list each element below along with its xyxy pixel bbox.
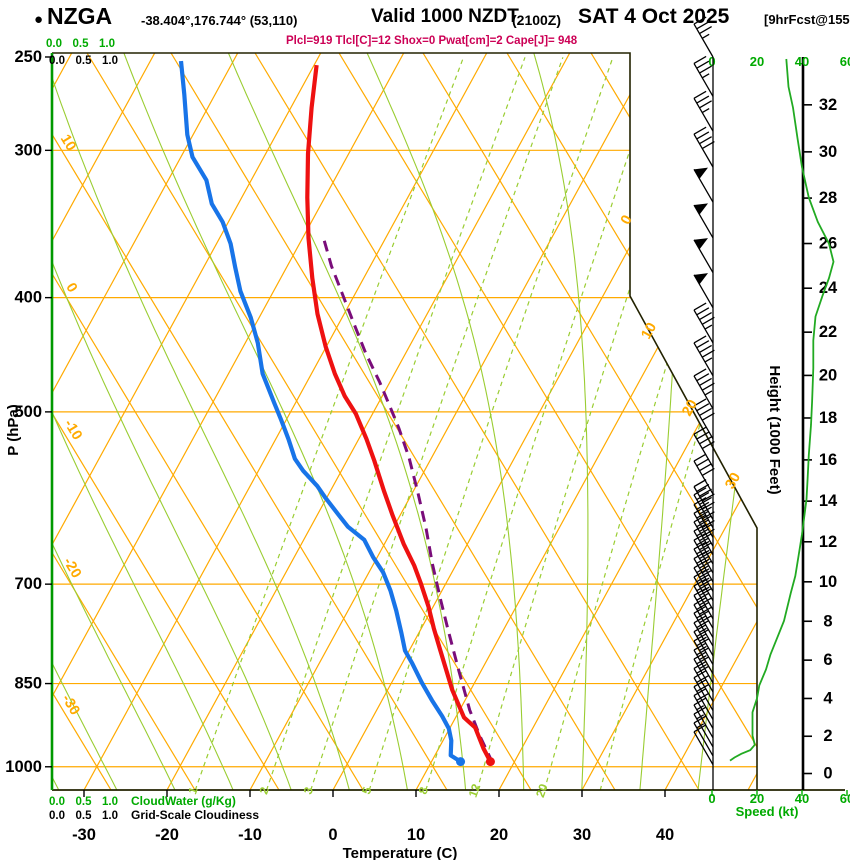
pressure-tick-label: 400 <box>14 289 42 307</box>
height-tick-label: 0 <box>823 765 832 783</box>
valid-time: Valid 1000 NZDT <box>371 6 519 27</box>
station-bullet-icon: ● <box>34 11 44 28</box>
temperature-axis-title: Temperature (C) <box>343 845 458 860</box>
wind-speed-axis: 00202040406060Speed (kt) <box>708 54 850 819</box>
sounding-indices: Plcl=919 Tlcl[C]=12 Shox=0 Pwat[cm]=2 Ca… <box>286 35 578 47</box>
mixing-ratio-label: 2 <box>256 785 272 796</box>
cloudiness-bottom-tick: 0.5 <box>76 810 93 822</box>
pressure-tick-label: 250 <box>14 48 42 66</box>
dry-adiabat-label: 10 <box>57 132 79 154</box>
speed-top-tick: 20 <box>750 54 764 69</box>
plot-area <box>52 53 757 790</box>
cloudiness-top-tick: 0.0 <box>49 55 65 67</box>
height-tick-label: 10 <box>819 573 837 591</box>
mixing-ratio-label: 8 <box>416 785 432 796</box>
height-tick-label: 20 <box>819 366 837 384</box>
dry-adiabat-lines <box>52 53 757 790</box>
valid-date: SAT 4 Oct 2025 <box>578 5 730 28</box>
speed-bottom-tick: 0 <box>708 791 715 806</box>
speed-top-tick: 60 <box>840 54 850 69</box>
height-tick-label: 8 <box>823 612 832 630</box>
isotherm-lines <box>52 53 757 790</box>
temperature-axis: -30 -20 -10 0 10 20 30 40 Temperature (C) <box>72 790 674 860</box>
station-coordinates: -38.404°,176.744° (53,110) <box>141 13 298 28</box>
temperature-tick-label: 10 <box>407 826 425 844</box>
cloudiness-axis-title: Grid-Scale Cloudiness <box>131 808 259 822</box>
surface-dewpoint-dot <box>456 757 466 767</box>
mixing-ratio-label: 3 <box>301 785 317 796</box>
temperature-tick-label: 20 <box>490 826 508 844</box>
cloudwater-bottom-tick: 0.0 <box>49 796 65 808</box>
mixing-ratio-label: 12 <box>466 782 484 800</box>
dry-adiabat-label: -30 <box>58 692 83 718</box>
pressure-tick-label: 300 <box>14 141 42 159</box>
speed-top-tick: 40 <box>795 54 809 69</box>
temperature-curve <box>305 64 493 763</box>
temperature-tick-label: 40 <box>656 826 674 844</box>
temperature-tick-label: -20 <box>155 826 179 844</box>
isotherm-label: 0 <box>618 213 636 228</box>
cloudiness-bottom-tick: 1.0 <box>102 810 118 822</box>
cloudwater-scales: 0.0 0.0 0.0 0.0 0.5 0.5 0.5 0.5 1.0 1.0 1.0 1.0 Clou… <box>46 38 259 822</box>
pressure-tick-label: 1000 <box>5 758 42 776</box>
forecast-run-info: [9hrFcst@1551z] <box>764 12 850 27</box>
speed-axis-title: Speed (kt) <box>736 804 799 819</box>
pressure-tick-label: 850 <box>14 675 42 693</box>
cloudwater-top-tick: 1.0 <box>99 38 115 50</box>
height-tick-label: 16 <box>819 451 837 469</box>
height-tick-label: 32 <box>819 96 837 114</box>
wind-barbs <box>693 16 715 790</box>
temperature-tick-label: 0 <box>328 826 337 844</box>
cloudiness-top-tick: 0.5 <box>76 55 93 67</box>
height-tick-label: 30 <box>819 143 837 161</box>
valid-time-utc: (2100Z) <box>512 12 562 28</box>
isotherm-label: 10 <box>638 320 660 342</box>
parcel-ascent-curve <box>322 240 492 760</box>
mixing-ratio-label: 20 <box>533 782 551 800</box>
dry-adiabat-label: -20 <box>60 555 85 581</box>
mixing-ratio-label: 5 <box>359 785 375 796</box>
cloudwater-top-tick: 0.5 <box>73 38 90 50</box>
pressure-axis: 250 300 400 500 700 850 1000 P (hPa) <box>5 48 52 776</box>
height-tick-label: 2 <box>823 727 832 745</box>
pressure-tick-label: 700 <box>14 575 42 593</box>
height-tick-label: 4 <box>823 689 833 707</box>
speed-bottom-tick: 20 <box>750 791 764 806</box>
cloudwater-axis-title: CloudWater (g/Kg) <box>131 794 236 808</box>
surface-temperature-dot <box>485 757 495 767</box>
height-tick-label: 18 <box>819 409 837 427</box>
mixing-ratio-label: 1 <box>185 785 201 796</box>
dewpoint-curve <box>178 60 462 764</box>
cloudwater-bottom-tick: 0.5 <box>76 796 93 808</box>
pressure-tick-label: 500 <box>14 403 42 421</box>
speed-top-tick: 0 <box>708 54 715 69</box>
height-tick-label: 6 <box>823 651 832 669</box>
pressure-axis-title: P (hPa) <box>5 404 22 455</box>
cloudwater-bottom-tick: 1.0 <box>102 796 118 808</box>
height-tick-label: 22 <box>819 323 837 341</box>
temperature-tick-label: -10 <box>238 826 262 844</box>
isotherm-label: 30 <box>722 470 744 492</box>
temperature-tick-label: 30 <box>573 826 591 844</box>
temperature-tick-label: -30 <box>72 826 96 844</box>
cloudiness-top-tick: 1.0 <box>102 55 118 67</box>
height-tick-label: 14 <box>819 492 838 510</box>
height-axis-title: Height (1000 Feet) <box>766 365 783 494</box>
height-tick-label: 28 <box>819 189 837 207</box>
wind-speed-curve <box>729 58 835 762</box>
moist-adiabat-lines <box>52 53 757 790</box>
speed-bottom-tick: 60 <box>840 791 850 806</box>
speed-bottom-tick: 40 <box>795 791 809 806</box>
station-id: NZGA <box>47 3 113 29</box>
isobar-lines <box>52 149 757 768</box>
height-tick-label: 12 <box>819 533 837 551</box>
isotherm-label: 20 <box>679 397 701 419</box>
cloudwater-top-tick: 0.0 <box>46 38 62 50</box>
cloudiness-bottom-tick: 0.0 <box>49 810 65 822</box>
